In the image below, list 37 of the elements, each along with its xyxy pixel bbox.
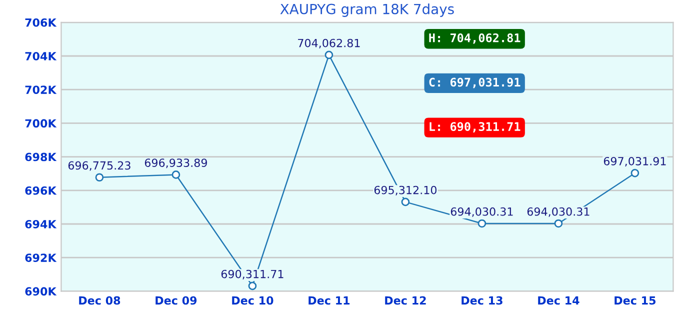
chart-title: XAUPYG gram 18K 7days [280,4,454,17]
y-tick-label: 698K [25,152,57,162]
point [172,170,180,179]
point [401,198,410,206]
data-label: 695,312.10 [374,186,437,196]
y-tick-label: 694K [25,220,57,228]
data-label: 704,062.81 [298,38,360,48]
point [95,173,104,182]
x-tick-label: Dec 10 [232,296,274,305]
y-tick-label: 704K [25,52,57,60]
x-tick-label: Dec 08 [79,296,120,305]
x-tick-label: Dec 14 [538,296,580,305]
annotation: C: 697,031.91 [429,78,520,88]
x-tick-label: Dec 11 [308,296,350,305]
data-label: 697,031.91 [604,156,666,166]
annotation: H: 704,062.81 [429,33,520,44]
x-tick-label: Dec 12 [385,296,426,305]
y-tick-label: 706K [25,18,57,27]
data-label: 694,030.31 [527,207,590,217]
point [324,50,334,60]
y-tick-label: 690K [25,287,57,296]
y-tick-label: 702K [25,86,57,94]
data-label: 694,030.31 [450,207,513,217]
x-tick-label: Dec 09 [156,296,197,305]
x-tick-label: Dec 13 [462,296,502,305]
x-tick-label: Dec 15 [614,296,656,305]
annotation: L: 690,311.71 [430,122,520,132]
point [630,168,640,178]
y-tick-label: 696K [25,186,57,195]
point [478,219,486,228]
y-tick-label: 700K [25,119,57,128]
data-label: 690,311.71 [221,270,284,280]
data-label: 696,775.23 [68,161,130,171]
point [248,282,257,290]
y-tick-label: 692K [25,254,57,262]
data-label: 696,933.89 [144,158,207,168]
point [554,219,563,228]
